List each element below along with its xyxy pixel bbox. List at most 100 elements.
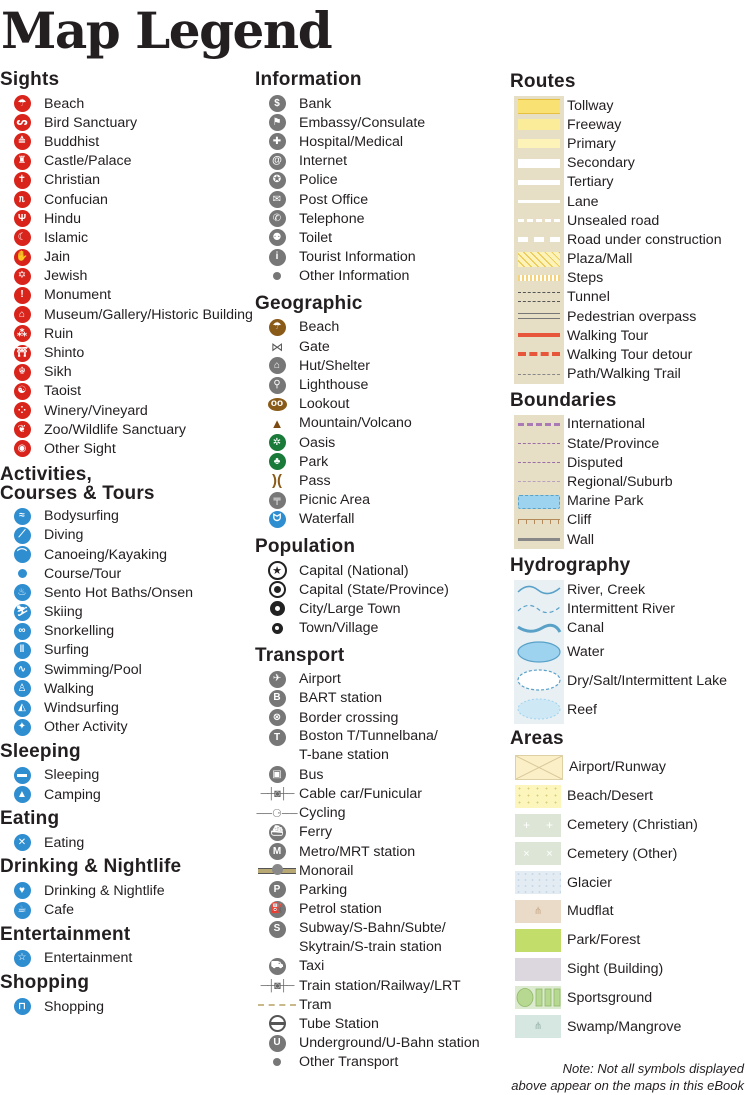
info-icon: i	[255, 248, 299, 266]
boundary-regional: Regional/Suburb	[510, 472, 745, 492]
route-walking-tour: Walking Tour	[510, 326, 745, 346]
route-construction: Road under construction	[510, 230, 745, 250]
route-path: Path/Walking Trail	[510, 364, 745, 384]
train-icon: ─┼◙┼─	[260, 979, 295, 992]
legend-item-christian: ✝ Christian	[0, 171, 252, 190]
legend-item-ruin: ⁂ Ruin	[0, 324, 252, 343]
legend-item-hospital: ✚ Hospital/Medical	[255, 132, 507, 151]
section-routes: Routes Tollway Freeway Primary Secondary…	[510, 71, 745, 384]
section-heading: Shopping	[0, 971, 90, 993]
legend-item-cafe: ☕ Cafe	[0, 901, 252, 920]
tollway-swatch	[514, 96, 564, 116]
eye-icon: ◉	[0, 440, 44, 458]
route-unsealed: Unsealed road	[510, 211, 745, 231]
legend-item-sikh: ☬ Sikh	[0, 363, 252, 382]
section-heading: Areas	[510, 728, 564, 750]
legend-item-swimming: ∿ Swimming/Pool	[0, 660, 252, 679]
legend-item-telephone: ✆ Telephone	[255, 209, 507, 228]
area-sportsground: Sportsground	[510, 983, 745, 1012]
mountain-icon: ▲	[270, 415, 284, 431]
cemetery-other-swatch: × ×	[515, 842, 561, 866]
windsurf-icon: ◭	[0, 699, 44, 717]
area-beach: Beach/Desert	[510, 782, 745, 811]
legend-item-petrol: ⛽ Petrol station	[255, 900, 507, 919]
torii-icon: ⛩	[0, 344, 44, 362]
shopping-bag-icon: ⊓	[0, 998, 44, 1016]
canoe-icon: ⌒	[0, 546, 44, 564]
phone-icon: ✆	[255, 210, 299, 228]
legend-item-city: City/Large Town	[255, 599, 507, 618]
legend-item-cycling: ──⚆── Cycling	[256, 805, 346, 822]
hydro-intermittent: Intermittent River	[510, 599, 745, 619]
legend-item-snorkelling: ∞ Snorkelling	[0, 622, 252, 641]
canal-swatch	[514, 618, 564, 638]
route-tertiary: Tertiary	[510, 172, 745, 192]
legend-item-eating: ✕ Eating	[0, 833, 252, 852]
marine-park-swatch	[514, 491, 564, 511]
grapes-icon: ⁘	[0, 402, 44, 420]
area-swamp: ⋔ Swamp/Mangrove	[510, 1012, 745, 1041]
lighthouse-icon: ⚲	[255, 376, 299, 394]
legend-item-sleeping: ▬ Sleeping	[0, 766, 252, 785]
section-heading: Activities, Courses & Tours	[0, 463, 155, 504]
swamp-swatch: ⋔	[515, 1015, 561, 1039]
hydro-river: River, Creek	[510, 580, 745, 600]
path-swatch	[514, 364, 564, 384]
ferry-icon: ⛴	[255, 823, 299, 841]
confucian-icon: ᥰ	[0, 191, 44, 209]
cross-icon: ✝	[0, 171, 44, 189]
legend-item-post-office: ✉ Post Office	[255, 190, 507, 209]
legend-item-monorail: Monorail	[255, 861, 507, 880]
legend-item-waterfall: ᗢ Waterfall	[255, 510, 507, 529]
metro-icon: M	[255, 843, 299, 861]
badge-icon: ✪	[255, 171, 299, 189]
legend-item-monument: ! Monument	[0, 286, 252, 305]
cemetery-christian-swatch: + +	[515, 813, 561, 837]
steps-swatch	[514, 268, 564, 288]
capital-star-icon: ★	[255, 561, 299, 581]
tree-icon: ♣	[255, 453, 299, 471]
section-heading: Drinking & Nightlife	[0, 856, 182, 878]
legend-item-embassy: ⚑ Embassy/Consulate	[255, 113, 507, 132]
route-overpass: Pedestrian overpass	[510, 307, 745, 327]
area-mudflat: ⋔ Mudflat	[510, 897, 745, 926]
fuel-icon: ⛽	[255, 900, 299, 918]
legend-item-taxi: ⛟ Taxi	[255, 957, 507, 976]
legend-item-camping: ▲ Camping	[0, 785, 252, 804]
area-cemetery-other: × × Cemetery (Other)	[510, 839, 745, 868]
capital-ring-icon	[255, 581, 299, 599]
legend-item-ferry: ⛴ Ferry	[255, 823, 507, 842]
section-areas: Areas Airport/Runway Beach/Desert + + Ceme…	[510, 728, 745, 1041]
cutlery-icon: ✕	[0, 834, 44, 852]
legend-item-boston-t: T Boston T/Tunnelbana/ T-bane station	[255, 727, 507, 765]
legend-item-museum: ⌂ Museum/Gallery/Historic Building	[0, 305, 253, 324]
walking-icon: ♙	[0, 680, 44, 698]
section-boundaries: Boundaries International State/Province …	[510, 390, 745, 550]
binoculars-icon: oo	[255, 397, 299, 411]
gray-dot-icon	[255, 272, 299, 281]
section-heading: Information	[255, 69, 362, 90]
legend-item-gate: ⋈ Gate	[255, 337, 507, 356]
legend-item-tourist-info: i Tourist Information	[255, 248, 507, 267]
legend-item-police: ✪ Police	[255, 171, 507, 190]
international-swatch	[514, 414, 564, 434]
gray-dot-icon	[255, 1058, 299, 1067]
section-heading: Sights	[0, 69, 60, 90]
city-dot-icon	[255, 601, 299, 617]
legend-item-capital-national: ★ Capital (National)	[255, 561, 507, 581]
legend-item-shinto: ⛩ Shinto	[0, 343, 252, 362]
legend-item-park: ♣ Park	[255, 452, 507, 471]
section-shopping: Shopping ⊓ Shopping	[0, 972, 252, 1016]
hydro-water: Water	[510, 637, 745, 667]
envelope-icon: ✉	[255, 191, 299, 209]
primary-swatch	[514, 134, 564, 154]
legend-item-winery: ⁘ Winery/Vineyard	[0, 401, 252, 420]
disputed-swatch	[514, 453, 564, 473]
ruin-icon: ⁂	[0, 325, 44, 343]
legend-item-town: Town/Village	[255, 619, 507, 638]
plaza-swatch	[514, 249, 564, 269]
secondary-swatch	[514, 153, 564, 173]
legend-item-zoo: ❦ Zoo/Wildlife Sanctuary	[0, 420, 252, 439]
page-title: Map Legend	[1, 1, 333, 60]
parking-icon: P	[255, 881, 299, 899]
